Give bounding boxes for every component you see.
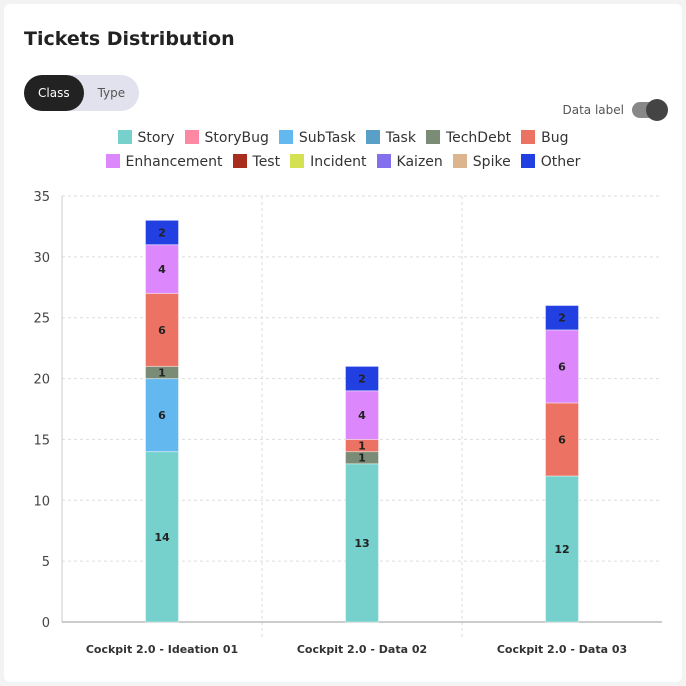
data-label: 1 [358, 440, 366, 453]
data-label-switch[interactable] [632, 99, 668, 121]
y-tick-label: 0 [42, 616, 50, 631]
legend-item[interactable]: Task [365, 126, 416, 150]
legend-label: Kaizen [396, 154, 443, 170]
bar-segment[interactable] [345, 390, 379, 440]
y-tick-label: 20 [33, 373, 50, 388]
legend-swatch [376, 154, 391, 168]
legend-label: StoryBug [204, 130, 269, 146]
x-tick-label: Cockpit 2.0 - Data 02 [297, 643, 427, 656]
legend-item[interactable]: Other [520, 150, 581, 174]
data-label: 6 [158, 409, 166, 422]
legend-swatch [520, 154, 535, 168]
data-label: 2 [358, 373, 366, 386]
data-label: 1 [358, 452, 366, 465]
bar-segment[interactable] [545, 475, 579, 623]
legend-label: Story [137, 130, 175, 146]
legend-label: Other [540, 154, 581, 170]
bar-segment[interactable] [145, 292, 179, 367]
legend-item[interactable]: Incident [290, 150, 367, 174]
legend-item[interactable]: Enhancement [105, 150, 223, 174]
legend-label: Task [385, 130, 416, 146]
toggle-class[interactable]: Class [24, 75, 84, 111]
bar-segment[interactable] [345, 365, 379, 392]
legend-label: Bug [541, 130, 569, 146]
legend-label: Test [252, 154, 281, 170]
data-label: 6 [158, 324, 166, 337]
legend-item[interactable]: TechDebt [425, 126, 512, 150]
legend-item[interactable]: Spike [452, 150, 511, 174]
x-tick-label: Cockpit 2.0 - Data 03 [497, 643, 627, 656]
legend-item[interactable]: StoryBug [184, 126, 269, 150]
legend-label: SubTask [298, 130, 356, 146]
bar-segment[interactable] [345, 463, 379, 623]
legend-item[interactable]: Story [117, 126, 175, 150]
legend-swatch [425, 130, 440, 144]
legend-swatch [105, 154, 120, 168]
bar-segment[interactable] [145, 378, 179, 453]
data-label: 13 [354, 537, 369, 550]
switch-knob [646, 99, 668, 121]
y-tick-label: 5 [42, 555, 50, 570]
legend-label: TechDebt [445, 130, 512, 146]
y-tick-label: 35 [33, 190, 50, 205]
data-label: 1 [158, 366, 166, 379]
legend-swatch [521, 130, 536, 144]
legend-swatch [117, 130, 132, 144]
legend-item[interactable]: SubTask [278, 126, 356, 150]
data-label: 2 [158, 227, 166, 240]
data-label: 14 [154, 531, 170, 544]
chart-title: Tickets Distribution [24, 28, 235, 50]
bar-segment[interactable] [345, 451, 379, 465]
data-label-text: Data label [562, 103, 625, 117]
bar-segment[interactable] [545, 305, 579, 331]
data-label: 6 [558, 433, 566, 446]
class-type-toggle: Class Type [24, 75, 140, 111]
x-tick-label: Cockpit 2.0 - Ideation 01 [86, 643, 238, 656]
data-label: 4 [158, 263, 166, 276]
data-label: 4 [358, 409, 366, 422]
legend-label: Incident [310, 154, 367, 170]
bar-segment[interactable] [145, 451, 179, 623]
y-tick-label: 10 [33, 494, 50, 509]
legend: Story StoryBug SubTask Task TechDebt Bug Enhan… [4, 126, 682, 174]
data-label: 12 [554, 543, 569, 556]
bar-segment[interactable] [145, 219, 179, 246]
legend-swatch [232, 154, 247, 168]
y-tick-label: 15 [33, 433, 50, 448]
data-label: 6 [558, 360, 566, 373]
legend-swatch [278, 130, 293, 144]
y-tick-label: 25 [33, 312, 50, 327]
bar-segment[interactable] [545, 402, 579, 477]
legend-label: Enhancement [125, 154, 223, 170]
legend-label: Spike [472, 154, 511, 170]
y-tick-label: 30 [33, 251, 50, 266]
legend-item[interactable]: Kaizen [376, 150, 443, 174]
legend-swatch [365, 130, 380, 144]
legend-swatch [290, 154, 305, 168]
legend-item[interactable]: Bug [521, 126, 568, 150]
toggle-type[interactable]: Type [97, 86, 126, 100]
bar-segment[interactable] [145, 244, 179, 294]
legend-swatch [452, 154, 467, 168]
data-label: 2 [558, 312, 566, 325]
data-label-control: Data label [562, 99, 668, 121]
legend-swatch [184, 130, 199, 144]
legend-item[interactable]: Test [232, 150, 281, 174]
